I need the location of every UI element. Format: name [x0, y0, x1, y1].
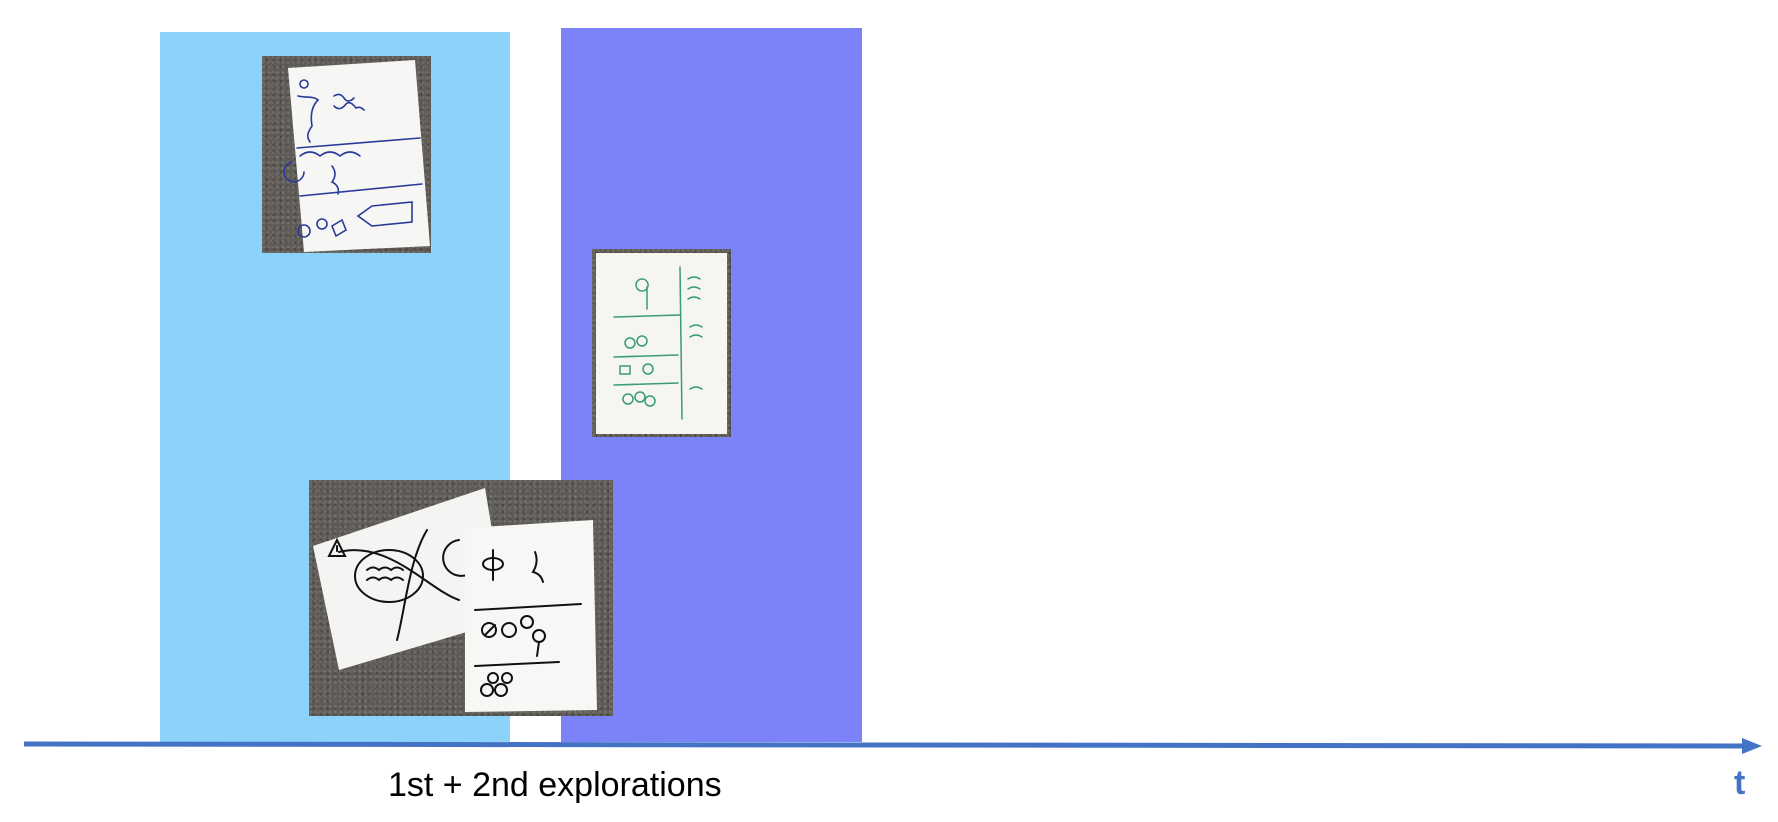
time-axis-label: t: [1734, 764, 1746, 802]
axis-caption: 1st + 2nd explorations: [388, 766, 722, 804]
sketch-photo-quiet-social-space: [262, 56, 431, 253]
sketch-photo-overlapping-sheets: [309, 480, 613, 716]
sketch-photo-quiet-semiquiet-social: [592, 249, 731, 437]
